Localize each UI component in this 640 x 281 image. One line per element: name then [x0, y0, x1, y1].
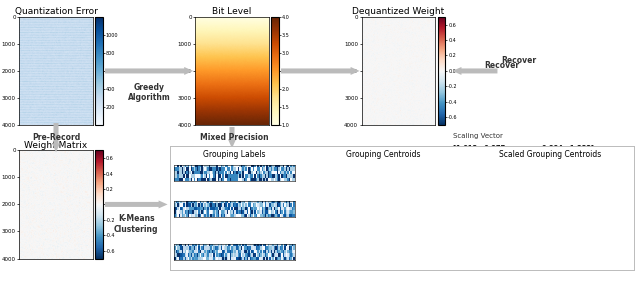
Text: 0.1873: 0.1873: [436, 249, 460, 255]
FancyArrow shape: [228, 127, 236, 148]
FancyArrow shape: [105, 67, 193, 75]
Text: Pre-Record: Pre-Record: [32, 133, 80, 142]
Text: Scaled Grouping Centroids: Scaled Grouping Centroids: [499, 150, 601, 159]
Text: row 158: row 158: [223, 219, 246, 224]
Text: -0.1305: -0.1305: [461, 249, 488, 255]
Text: 4bit [: 4bit [: [413, 248, 434, 255]
Text: Scale: Scale: [427, 219, 450, 228]
Text: , 0.0121, -0.0423]: , 0.0121, -0.0423]: [485, 169, 548, 176]
Text: Scale: Scale: [427, 234, 450, 243]
Text: ......: ......: [474, 227, 487, 233]
Title: Bit Level: Bit Level: [212, 7, 252, 16]
Text: ......: ......: [228, 227, 241, 233]
Text: ......: ......: [376, 227, 390, 233]
FancyArrow shape: [105, 200, 168, 209]
Text: 3bit [ 0.0446,: 3bit [ 0.0446,: [413, 205, 463, 212]
Title: Weight Matrix: Weight Matrix: [24, 140, 88, 149]
Text: 2bit [-0.0058,: 2bit [-0.0058,: [418, 169, 468, 176]
FancyArrow shape: [420, 205, 455, 212]
Text: -0.1598: -0.1598: [461, 206, 488, 212]
Text: 2bit [-0.0058, 0.0453, 0.0120, -0.0422]: 2bit [-0.0058, 0.0453, 0.0120, -0.0422]: [314, 169, 452, 176]
Title: Quantization Error: Quantization Error: [15, 7, 97, 16]
Text: K-Means
Clustering: K-Means Clustering: [114, 214, 159, 234]
Text: 0.0462: 0.0462: [466, 170, 491, 176]
Text: Mixed Precision: Mixed Precision: [200, 133, 268, 142]
Title: Dequantized Weight: Dequantized Weight: [352, 7, 445, 16]
Text: , ........., 0.0171]: , ........., 0.0171]: [484, 248, 540, 255]
Text: Recover: Recover: [502, 56, 536, 65]
Text: row 32: row 32: [225, 183, 244, 188]
Text: Scaling Vector: Scaling Vector: [453, 133, 503, 139]
FancyArrow shape: [52, 123, 60, 152]
Text: Grouping Centroids: Grouping Centroids: [346, 150, 420, 159]
Text: , ........., 0.0053]: , ........., 0.0053]: [484, 205, 540, 212]
Text: 4bit [ 0.1827, -0.1283, ........., 0.0170]: 4bit [ 0.1827, -0.1283, ........., 0.017…: [316, 248, 450, 255]
Text: ,: ,: [455, 249, 460, 255]
Text: Grouping Labels: Grouping Labels: [204, 150, 266, 159]
FancyArrow shape: [452, 67, 497, 75]
Text: row 2989: row 2989: [221, 262, 248, 267]
Text: Greedy
Algorithm: Greedy Algorithm: [128, 83, 170, 102]
Text: [1.013 , 0.977 , .........., 0.994 , 1.388]: [1.013 , 0.977 , .........., 0.994 , 1.3…: [453, 144, 595, 151]
Text: Recover: Recover: [484, 61, 519, 70]
Text: 3bit [ 0.0442, -0.1582, ........., 0.0055]: 3bit [ 0.0442, -0.1582, ........., 0.005…: [316, 205, 450, 212]
FancyArrow shape: [281, 67, 360, 75]
